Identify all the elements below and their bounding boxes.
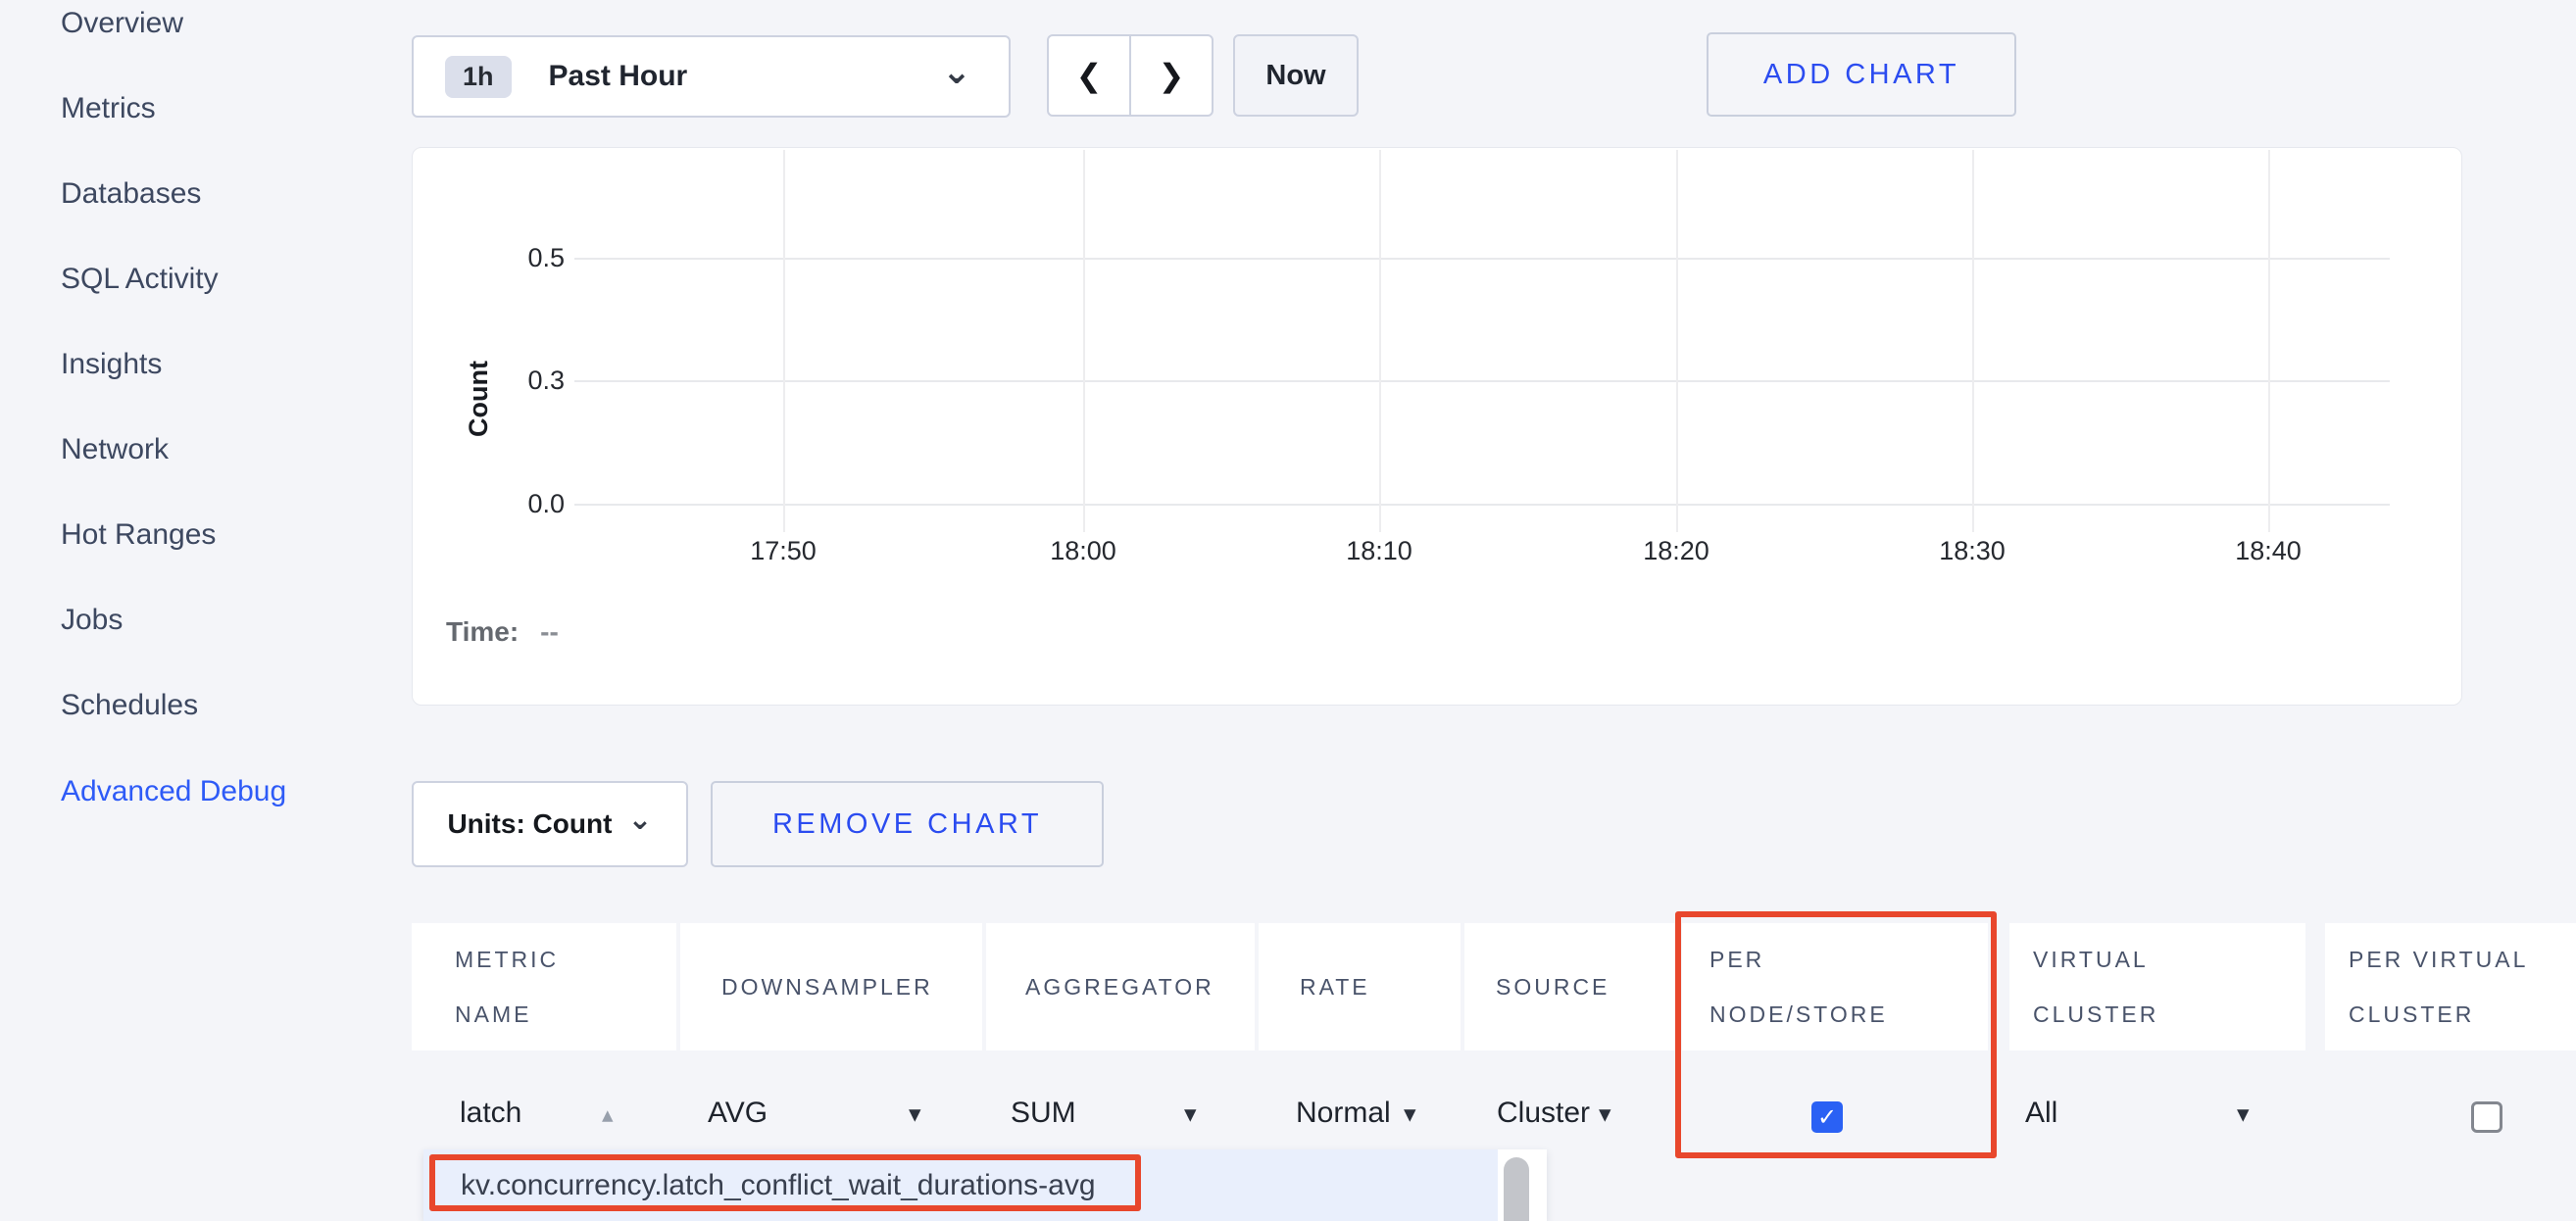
gridline-horizontal (574, 504, 2390, 506)
hover-time-readout: Time: -- (446, 616, 559, 648)
time-pager: ❮ ❯ (1047, 34, 1214, 117)
header-line: CLUSTER (2033, 1001, 2159, 1027)
header-line: CLUSTER (2349, 1001, 2475, 1027)
x-tick-label: 18:30 (1939, 536, 2006, 565)
units-select[interactable]: Units: Count ⌄ (412, 781, 688, 867)
gridline-vertical (2268, 150, 2270, 532)
metric-suggestion-item[interactable]: kv.concurrency.latch_conflict_wait_durat… (423, 1149, 1498, 1221)
sidebar-item-schedules[interactable]: Schedules (61, 689, 199, 721)
check-icon: ✓ (1816, 1103, 1838, 1131)
rate-select-value[interactable]: Normal (1296, 1097, 1391, 1129)
header-line: METRIC (455, 947, 560, 972)
chevron-down-icon: ⌄ (627, 803, 653, 836)
chevron-left-icon: ❮ (1075, 58, 1103, 93)
remove-chart-button[interactable]: REMOVE CHART (711, 781, 1104, 867)
column-header-rate: RATE (1259, 923, 1461, 1050)
sidebar-item-databases[interactable]: Databases (61, 177, 202, 210)
header-line: SOURCE (1496, 974, 1610, 1000)
sidebar-item-overview[interactable]: Overview (61, 7, 184, 39)
header-line: DOWNSAMPLER (721, 974, 933, 1000)
header-line: NODE/STORE (1709, 1001, 1888, 1027)
time-range-badge: 1h (445, 55, 512, 98)
sidebar-item-sql-activity[interactable]: SQL Activity (61, 263, 219, 295)
time-range-selector[interactable]: 1h Past Hour ⌄ (412, 35, 1011, 118)
gridline-vertical (1379, 150, 1381, 532)
time-range-label: Past Hour (548, 60, 688, 92)
caret-down-icon[interactable]: ▾ (1599, 1100, 1611, 1128)
downsampler-select-value[interactable]: AVG (708, 1097, 768, 1129)
x-tick-label: 18:00 (1050, 536, 1116, 565)
source-select-value[interactable]: Cluster (1497, 1097, 1591, 1129)
caret-down-icon[interactable]: ▾ (909, 1100, 921, 1128)
custom-chart-panel: Count 0.5 0.3 0.0 17:50 18:00 18:10 18:2… (412, 147, 2462, 706)
column-header-downsampler: DOWNSAMPLER (680, 923, 982, 1050)
per-node-store-checkbox[interactable]: ✓ (1811, 1101, 1843, 1133)
units-select-value: Units: Count (447, 808, 613, 839)
column-header-per-virtual-cluster: PER VIRTUAL CLUSTER (2325, 923, 2576, 1050)
metric-suggestions-dropdown: kv.concurrency.latch_conflict_wait_durat… (423, 1149, 1547, 1221)
x-tick-label: 18:40 (2235, 536, 2302, 565)
sidebar-item-insights[interactable]: Insights (61, 348, 163, 380)
time-value: -- (540, 616, 559, 647)
gridline-vertical (1676, 150, 1678, 532)
sidebar-item-network[interactable]: Network (61, 433, 170, 465)
chevron-right-icon: ❯ (1158, 58, 1185, 93)
header-line: PER VIRTUAL (2349, 947, 2529, 972)
sidebar-item-hot-ranges[interactable]: Hot Ranges (61, 518, 217, 551)
sidebar-item-metrics[interactable]: Metrics (61, 92, 156, 124)
y-tick-label: 0.0 (527, 489, 565, 518)
column-header-source: SOURCE (1464, 923, 1676, 1050)
metric-suggestion-label: kv.concurrency.latch_conflict_wait_durat… (461, 1168, 1096, 1201)
header-line: VIRTUAL (2033, 947, 2149, 972)
gridline-vertical (1972, 150, 1974, 532)
column-header-virtual-cluster: VIRTUAL CLUSTER (2009, 923, 2305, 1050)
caret-down-icon[interactable]: ▾ (1184, 1100, 1197, 1128)
per-virtual-cluster-checkbox[interactable] (2471, 1101, 2502, 1133)
header-line: AGGREGATOR (1025, 974, 1214, 1000)
caret-up-icon[interactable]: ▴ (602, 1101, 614, 1127)
gridline-horizontal (574, 380, 2390, 382)
gridline-vertical (1083, 150, 1085, 532)
gridline-horizontal (574, 258, 2390, 260)
now-button[interactable]: Now (1233, 34, 1359, 117)
time-forward-button[interactable]: ❯ (1131, 36, 1212, 115)
time-label: Time: (446, 616, 520, 647)
caret-down-icon[interactable]: ▾ (1404, 1100, 1416, 1128)
virtual-cluster-select-value[interactable]: All (2025, 1097, 2058, 1129)
gridline-vertical (783, 150, 785, 532)
x-tick-label: 18:20 (1643, 536, 1709, 565)
y-tick-label: 0.5 (527, 243, 565, 272)
dropdown-scrollbar-thumb[interactable] (1504, 1157, 1529, 1221)
sidebar-item-jobs[interactable]: Jobs (61, 604, 124, 636)
add-chart-button[interactable]: ADD CHART (1707, 32, 2016, 117)
header-line: PER (1709, 947, 1765, 972)
column-header-per-node-store: PER NODE/STORE (1682, 923, 1988, 1050)
metric-name-input[interactable]: latch (460, 1097, 522, 1129)
chevron-down-icon: ⌄ (941, 51, 971, 91)
column-header-aggregator: AGGREGATOR (986, 923, 1255, 1050)
header-line: RATE (1300, 974, 1370, 1000)
time-back-button[interactable]: ❮ (1049, 36, 1131, 115)
x-tick-label: 17:50 (750, 536, 817, 565)
column-header-metric-name: METRIC NAME (412, 923, 676, 1050)
x-tick-label: 18:10 (1346, 536, 1412, 565)
header-line: NAME (455, 1001, 532, 1027)
sidebar-item-advanced-debug[interactable]: Advanced Debug (61, 775, 287, 807)
caret-down-icon[interactable]: ▾ (2237, 1100, 2250, 1128)
chart-y-axis-label: Count (464, 361, 493, 437)
y-tick-label: 0.3 (527, 366, 565, 395)
aggregator-select-value[interactable]: SUM (1011, 1097, 1076, 1129)
